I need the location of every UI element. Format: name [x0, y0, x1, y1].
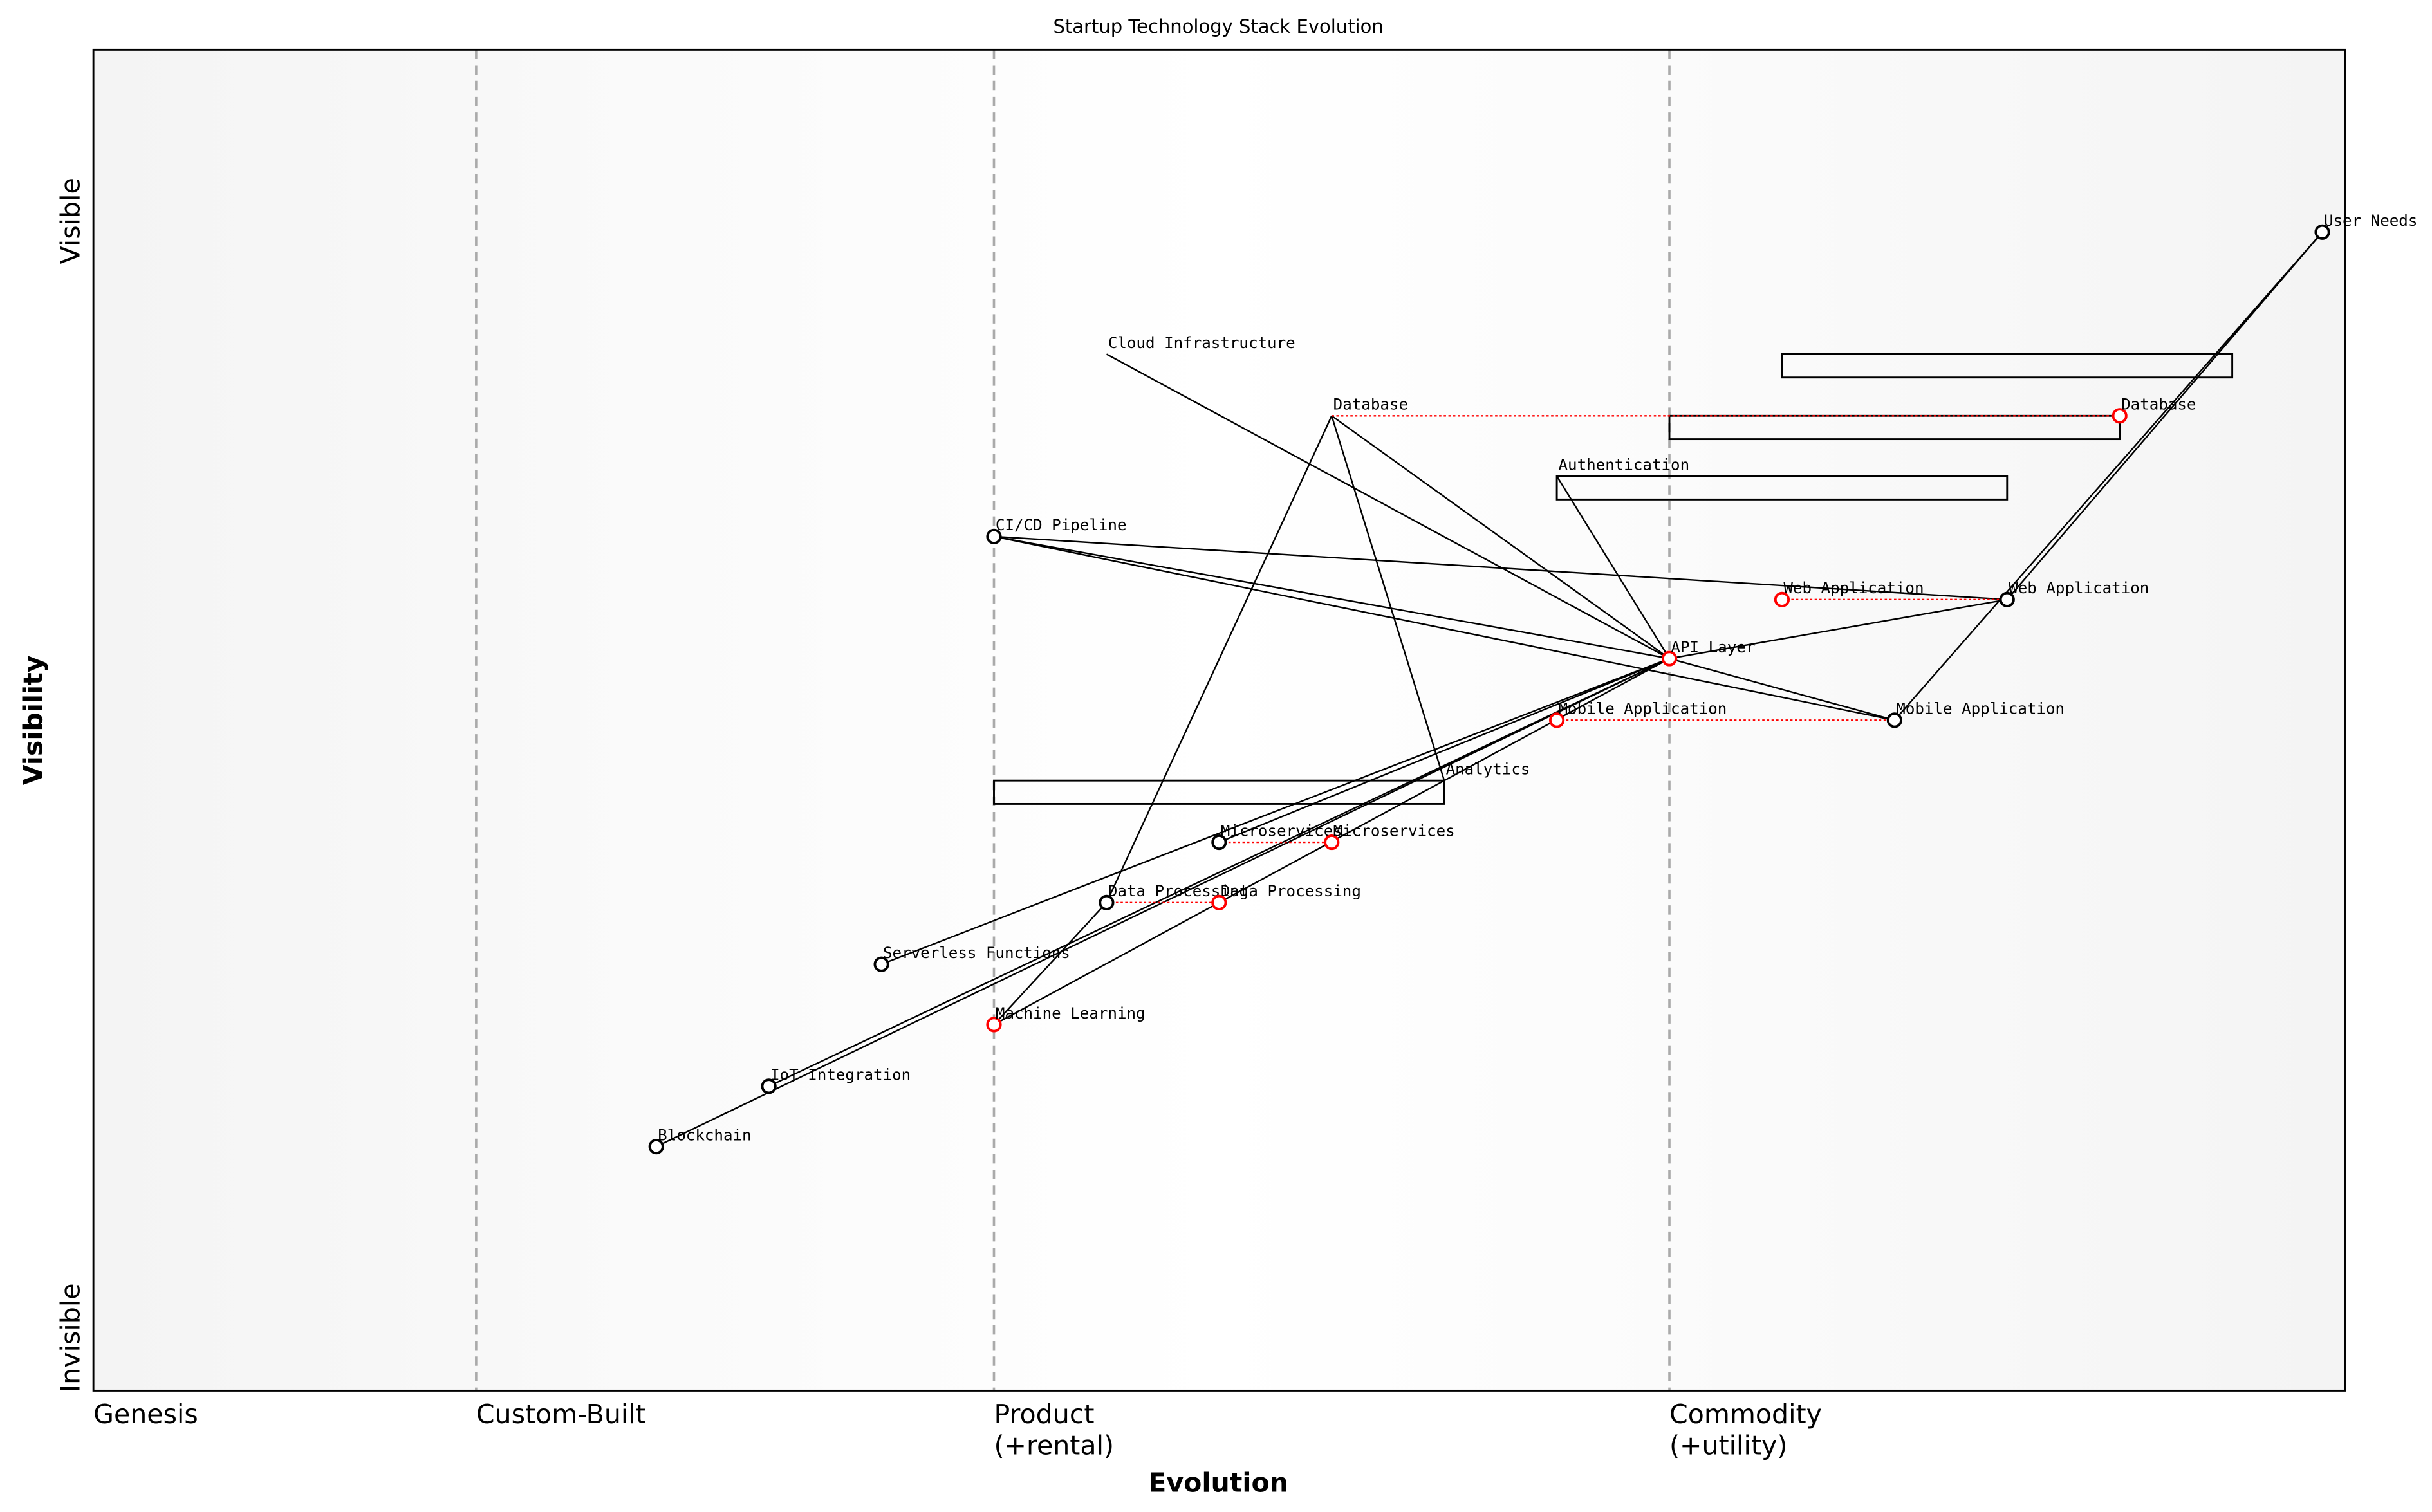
component-node	[648, 1139, 664, 1155]
stage-label: Genesis	[93, 1399, 198, 1430]
component-label: Cloud Infrastructure	[1108, 334, 1295, 352]
component-label: Database	[2121, 396, 2196, 414]
component-label: IoT Integration	[770, 1066, 911, 1084]
component-label: Analytics	[1446, 761, 1530, 779]
component-node	[873, 956, 889, 972]
component-node	[1099, 894, 1115, 910]
component-node	[1999, 591, 2015, 607]
component-node	[761, 1078, 777, 1094]
component-node	[986, 1017, 1002, 1033]
component-node	[1211, 834, 1227, 851]
dependency-link	[768, 658, 1670, 1087]
component-label: Serverless Functions	[883, 944, 1070, 962]
stage-label: Commodity	[1669, 1399, 1822, 1430]
component-label: Web Application	[1783, 579, 1924, 597]
component-label: Microservices	[1333, 822, 1455, 840]
dependency-link	[1331, 415, 1670, 659]
stage-label: Product	[994, 1399, 1094, 1430]
stage-label: Custom-Built	[476, 1399, 646, 1430]
y-axis-bottom-label: Invisible	[55, 1283, 86, 1392]
component-node	[2112, 408, 2128, 424]
component-label: Mobile Application	[1559, 700, 1727, 718]
dependency-link	[1106, 353, 1670, 659]
dependency-link	[1893, 232, 2323, 721]
component-node	[1661, 650, 1678, 667]
stage-label-sub: (+utility)	[1669, 1430, 1787, 1461]
dependency-link	[994, 535, 1670, 659]
component-label: Blockchain	[658, 1126, 751, 1144]
component-label: Data Processing	[1108, 882, 1248, 900]
component-node	[1774, 591, 1790, 607]
dependency-link	[881, 658, 1670, 965]
dependency-link	[993, 902, 1108, 1026]
dependency-link	[1669, 598, 2007, 659]
component-node	[1211, 894, 1227, 910]
component-label: Database	[1333, 396, 1408, 414]
component-node	[1324, 834, 1340, 851]
component-label: Mobile Application	[1896, 700, 2065, 718]
component-label: Machine Learning	[996, 1004, 1146, 1022]
component-node	[2314, 224, 2330, 240]
component-label: Web Application	[2009, 579, 2149, 597]
dependency-link	[1106, 415, 1333, 903]
dependency-link	[1218, 658, 1670, 844]
component-node	[986, 528, 1002, 544]
component-label: Microservices	[1221, 822, 1342, 840]
dependency-link	[1556, 475, 1671, 659]
plot-frame	[92, 48, 2346, 1392]
pipeline-box	[1781, 353, 2234, 379]
stage-label-sub: (+rental)	[994, 1430, 1114, 1461]
y-axis-top-label: Visible	[55, 178, 86, 264]
map-title: Startup Technology Stack Evolution	[1054, 15, 1384, 37]
dependency-link	[1331, 415, 1445, 781]
component-node	[1549, 712, 1565, 728]
component-node	[1886, 712, 1902, 728]
pipeline-box	[1668, 414, 2121, 441]
component-label: CI/CD Pipeline	[996, 516, 1127, 534]
x-axis-label: Evolution	[1148, 1468, 1288, 1498]
component-label: Authentication	[1559, 456, 1690, 474]
pipeline-box	[993, 779, 1445, 805]
dependency-link	[1669, 658, 1895, 721]
component-label: API Layer	[1671, 638, 1755, 656]
component-label: User Needs	[2324, 212, 2417, 230]
dependency-link	[2006, 232, 2323, 600]
pipeline-box	[1555, 475, 2009, 501]
y-axis-label: Visibility	[17, 655, 48, 785]
dependency-link	[994, 535, 1895, 721]
plot-area	[93, 50, 2345, 1391]
component-label: Data Processing	[1221, 882, 1361, 900]
